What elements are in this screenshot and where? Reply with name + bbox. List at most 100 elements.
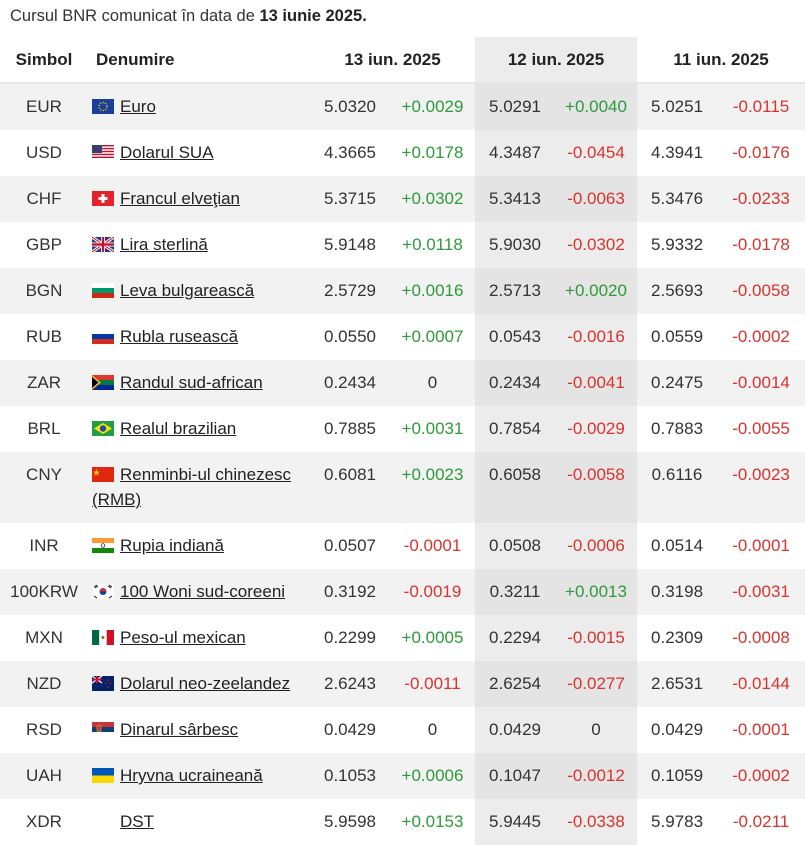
rates-table: Simbol Denumire 13 iun. 2025 12 iun. 202… — [0, 37, 805, 845]
currency-link[interactable]: Renminbi-ul chinezesc (RMB) — [92, 465, 292, 509]
flag — [92, 768, 114, 783]
rate-row: BGN Leva bulgarească 2.5729 +0.0016 2.5713 +0… — [0, 268, 805, 314]
rate-row: INR Rupia indiană 0.0507 -0.0001 0.0508 -0.00… — [0, 523, 805, 569]
currency-link[interactable]: Hryvna ucraineană — [120, 766, 263, 785]
rate-change: -0.0023 — [717, 452, 805, 523]
symbol: 100KRW — [0, 569, 88, 615]
rate-change: -0.0041 — [555, 360, 638, 406]
flag-icon — [92, 191, 114, 206]
currency-link[interactable]: Randul sud-african — [120, 373, 263, 392]
rate-change: -0.0233 — [717, 176, 805, 222]
name-cell: Leva bulgarească — [88, 268, 310, 314]
symbol: INR — [29, 536, 59, 555]
rate-value: 0.2309 — [651, 628, 704, 647]
flag — [92, 814, 114, 829]
rate-value: 0.0543 — [475, 314, 556, 360]
rate-value: 0.2475 — [637, 360, 718, 406]
rate-change: +0.0016 — [390, 268, 476, 314]
rate-row: USD Dolarul SUA 4.3665 +0.0178 4.3487 -0.0454… — [0, 130, 805, 176]
rate-change: -0.0014 — [717, 360, 805, 406]
rate-change: +0.0006 — [390, 753, 476, 799]
rate-change: -0.0454 — [555, 130, 638, 176]
rate-value: 0.6081 — [310, 452, 390, 523]
currency-link[interactable]: Francul elveţian — [120, 189, 241, 208]
name-cell: Renminbi-ul chinezesc (RMB) — [88, 452, 310, 523]
currency-link[interactable]: Dinarul sârbesc — [120, 720, 239, 739]
rate-change: +0.0302 — [390, 176, 476, 222]
caption: Cursul BNR comunicat în data de 13 iunie… — [0, 0, 805, 37]
rate-change: +0.0013 — [555, 569, 638, 615]
caption-date: 13 iunie 2025. — [259, 7, 367, 25]
currency-link[interactable]: Rupia indiană — [120, 536, 224, 555]
currency-link[interactable]: Peso-ul mexican — [120, 628, 246, 647]
rate-row: ZAR Randul sud-african 0.2434 0 0.2434 -0.004… — [0, 360, 805, 406]
rate-change: 0 — [390, 360, 476, 406]
header-date: 11 iun. 2025 — [637, 37, 805, 84]
caption-prefix: Cursul BNR comunicat în data de — [10, 7, 255, 25]
name-cell: Dolarul SUA — [88, 130, 310, 176]
rate-value: 0.2434 — [310, 360, 390, 406]
symbol: XDR — [26, 812, 62, 831]
rate-change: +0.0118 — [402, 235, 463, 254]
flag-icon — [92, 375, 114, 390]
flag — [92, 676, 114, 691]
rate-change: -0.0012 — [555, 753, 638, 799]
rate-value: 0.0507 — [324, 536, 376, 555]
flag — [92, 191, 114, 206]
currency-link[interactable]: Euro — [120, 97, 156, 116]
symbol: USD — [26, 143, 62, 162]
rate-change: -0.0011 — [390, 661, 476, 707]
rate-change: -0.0001 — [403, 536, 462, 555]
rate-value: 0.1047 — [475, 753, 556, 799]
rate-value: 5.9332 — [651, 235, 704, 254]
currency-link[interactable]: 100 Woni sud-coreeni — [120, 582, 286, 601]
flag — [92, 145, 114, 160]
currency-link[interactable]: Lira sterlină — [120, 235, 208, 254]
rate-value: 0.0559 — [651, 327, 704, 346]
currency-link[interactable]: Leva bulgarească — [120, 281, 255, 300]
rate-change: -0.0338 — [555, 799, 638, 845]
rate-value: 4.3941 — [651, 143, 704, 162]
rate-value: 0.7854 — [475, 406, 556, 452]
rate-change: +0.0023 — [390, 452, 476, 523]
flag-icon — [92, 329, 114, 344]
rate-change: -0.0211 — [732, 812, 790, 831]
header-date: 12 iun. 2025 — [475, 37, 638, 84]
rate-row: CNY Renminbi-ul chinezesc (RMB) 0.6081 +0.0… — [0, 452, 805, 523]
symbol: BGN — [0, 268, 88, 314]
flag-icon — [92, 722, 114, 737]
rate-change: -0.0006 — [555, 523, 638, 569]
rate-value: 0.3198 — [637, 569, 718, 615]
rate-value: 0.0429 — [475, 707, 556, 753]
rate-change: -0.0055 — [732, 419, 790, 438]
rate-value: 5.9148 — [324, 235, 376, 254]
rate-value: 5.3413 — [475, 176, 556, 222]
rate-change: -0.0029 — [555, 406, 638, 452]
rate-change: -0.0144 — [717, 661, 805, 707]
header-symbol: Simbol — [0, 37, 88, 84]
rate-change: +0.0007 — [401, 327, 464, 346]
symbol: RUB — [26, 327, 62, 346]
rate-change: -0.0002 — [732, 327, 790, 346]
rate-change: -0.0002 — [717, 753, 805, 799]
name-cell: Rupia indiană — [88, 523, 310, 569]
rate-value: 4.3665 — [324, 143, 376, 162]
rate-value: 2.5713 — [475, 268, 556, 314]
flag-icon — [92, 676, 114, 691]
symbol: EUR — [0, 83, 88, 130]
rate-value: 0.0550 — [324, 327, 376, 346]
flag — [92, 237, 114, 252]
currency-link[interactable]: DST — [120, 812, 154, 831]
name-cell: Dolarul neo-zeelandez — [88, 661, 310, 707]
rate-value: 5.0291 — [475, 83, 556, 130]
rate-change: -0.0176 — [732, 143, 790, 162]
currency-link[interactable]: Dolarul SUA — [120, 143, 214, 162]
flag — [92, 584, 114, 599]
rate-change: 0 — [427, 720, 438, 739]
currency-link[interactable]: Dolarul neo-zeelandez — [120, 674, 291, 693]
rate-row: NZD Dolarul neo-zeelandez 2.6243 -0.0011 2.6… — [0, 661, 805, 707]
rate-value: 0.7883 — [651, 419, 704, 438]
currency-link[interactable]: Rubla rusească — [120, 327, 239, 346]
name-cell: Realul brazilian — [88, 406, 310, 452]
currency-link[interactable]: Realul brazilian — [120, 419, 237, 438]
